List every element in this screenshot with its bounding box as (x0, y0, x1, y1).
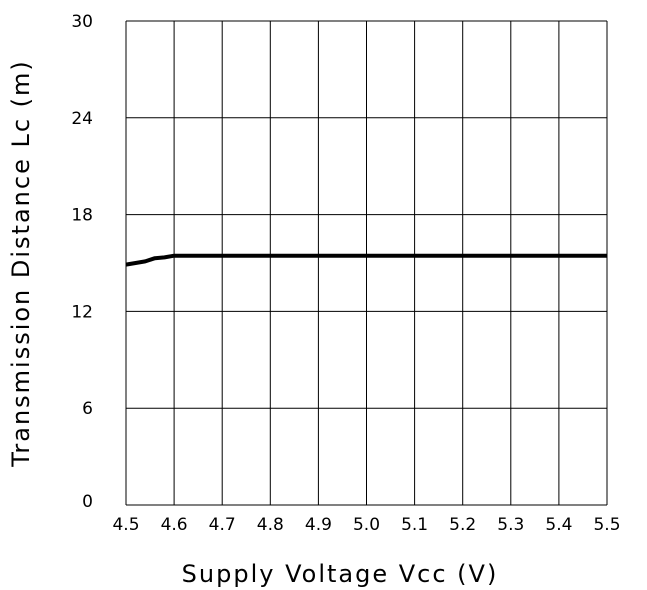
y-tick-label: 18 (71, 206, 93, 226)
grid-lines (125, 20, 608, 506)
x-tick-label: 5.2 (449, 515, 476, 535)
y-tick-label: 0 (82, 492, 93, 512)
x-tick-label: 4.8 (257, 515, 284, 535)
series-line (125, 253, 607, 267)
y-tick-label: 6 (82, 399, 93, 419)
series-layer (125, 253, 607, 267)
x-tick-label: 4.9 (305, 515, 332, 535)
x-tick-label: 5.4 (545, 515, 572, 535)
x-tick-label: 4.7 (209, 515, 236, 535)
y-tick-label: 24 (71, 109, 93, 129)
x-axis-title: Supply Voltage Vcc (V) (182, 560, 499, 588)
y-tick-labels: 0 6 12 18 24 30 (71, 12, 93, 512)
x-tick-label: 5.0 (353, 515, 380, 535)
y-tick-label: 30 (71, 12, 93, 32)
x-tick-labels: 4.5 4.6 4.7 4.8 4.9 5.0 5.1 5.2 5.3 5.4 5.5 (112, 515, 620, 535)
x-tick-label: 5.3 (497, 515, 524, 535)
x-tick-label: 5.1 (401, 515, 428, 535)
x-tick-label: 4.6 (161, 515, 188, 535)
y-axis-title: Transmission Distance Lc (m) (7, 59, 35, 468)
x-tick-label: 4.5 (112, 515, 139, 535)
x-tick-label: 5.5 (593, 515, 620, 535)
y-tick-label: 12 (71, 302, 93, 322)
